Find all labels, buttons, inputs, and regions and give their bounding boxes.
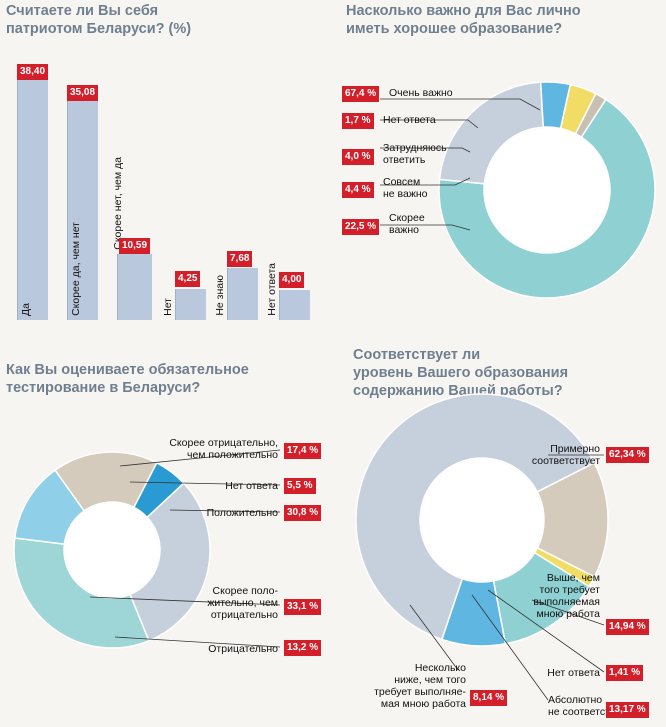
chart3-title-line1: Как Вы оцениваете обязательное <box>6 362 249 378</box>
chart1-title-line2: патриотом Беларуси? (%) <box>6 21 192 37</box>
chart4-hole <box>421 459 543 581</box>
c3-value-3: 13,2 % <box>284 640 322 656</box>
leader-line <box>129 481 281 486</box>
bar-2-value: 10,59 <box>119 238 151 254</box>
c2-value-4: 22,5 % <box>342 219 380 235</box>
c2-value-3: 4,4 % <box>342 182 374 198</box>
c4-label-0: Выше, чем того требует выполняемая мною … <box>520 572 600 620</box>
c2-label-0: Очень важно <box>389 87 453 99</box>
leader-line <box>380 98 541 111</box>
c4-label-3: Несколько ниже, чем того требует выполня… <box>360 662 466 710</box>
chart2-title-line2: иметь хорошее образование? <box>346 21 563 37</box>
c3-label-2: Положительно <box>206 507 278 519</box>
chart3-title-line2: тестирование в Беларуси? <box>6 380 201 396</box>
c2-label-3-line1: Совсем <box>383 176 421 188</box>
c3-label-0-line2: чем положительно <box>186 449 278 461</box>
c2-label-3-line2: не важно <box>383 188 428 200</box>
c4-label-3-line2: ниже, чем того <box>394 674 466 686</box>
c3-label-4-line2: жительно, чем <box>207 597 278 609</box>
c4-label-1: Нет ответа <box>547 667 600 679</box>
leader-line <box>380 147 471 153</box>
c4-label-3-line4: мая мною работа <box>380 698 466 710</box>
chart4-title-line2: уровень Вашего образования <box>353 365 569 381</box>
chart2-slice-0 <box>438 98 656 299</box>
c3-value-1: 5,5 % <box>284 478 316 494</box>
c4-value-4: 62,34 % <box>606 447 649 463</box>
leader-line <box>89 596 281 606</box>
bar-4-value: 7,68 <box>227 251 253 267</box>
bar-5-value: 4,00 <box>279 272 305 288</box>
c4-label-0-line4: мною работа <box>536 608 600 620</box>
chart1-title: Считаете ли Вы себя патриотом Беларуси? … <box>6 2 191 38</box>
leader-line <box>380 119 479 129</box>
chart4-slice-4 <box>355 393 596 641</box>
c2-label-2-line2: ответить <box>383 154 426 166</box>
leader-line <box>169 509 281 513</box>
leader-line <box>471 594 549 701</box>
bar-0-value: 38,40 <box>17 64 49 80</box>
bar-4: Не знаю <box>214 268 258 320</box>
leader-line <box>380 177 471 186</box>
leader-line <box>487 589 605 673</box>
c3-value-2: 30,8 % <box>284 505 322 521</box>
c2-value-1: 1,7 % <box>342 113 374 129</box>
c3-label-0: Скорее отрицательно, чем положительно <box>140 437 278 461</box>
c4-value-3: 8,14 % <box>470 690 508 706</box>
c3-label-3: Отрицательно <box>208 643 278 655</box>
leader-line <box>531 599 605 626</box>
c4-label-4-line1: Примерно <box>550 443 600 455</box>
c4-label-0-line1: Выше, чем <box>546 572 600 584</box>
chart2-hole <box>485 128 609 252</box>
bar-3: Нет <box>162 289 206 320</box>
c3-value-4: 33,1 % <box>284 599 322 615</box>
c2-label-3: Совсем не важно <box>383 176 428 200</box>
chart3-slice-4 <box>13 537 150 649</box>
c3-label-1: Нет ответа <box>225 480 278 492</box>
c4-label-3-line1: Несколько <box>414 662 466 674</box>
chart3-slice-1 <box>132 461 185 519</box>
chart3-hole <box>65 503 159 597</box>
leader-line <box>380 224 471 231</box>
c4-label-0-line2: того требует <box>539 584 600 596</box>
bar-2: Скорее нет, чем да <box>112 157 152 320</box>
c4-value-0: 14,94 % <box>606 619 649 635</box>
c2-label-2-line1: Затрудняюсь <box>383 142 447 154</box>
leader-line <box>119 449 281 467</box>
c4-label-4: Примерно соответствует <box>520 443 600 467</box>
c3-value-0: 17,4 % <box>284 443 322 459</box>
c4-label-3-line3: требует выполняе- <box>374 686 466 698</box>
chart2-title-line1: Насколько важно для Вас лично <box>346 3 581 19</box>
c4-value-1: 1,41 % <box>606 665 644 681</box>
c2-value-2: 4,0 % <box>342 149 374 165</box>
bar-1: Скорее да, чем нет <box>67 101 98 320</box>
chart2-slice-1 <box>574 92 607 139</box>
chart1-title-line1: Считаете ли Вы себя <box>6 3 159 19</box>
c2-label-4: Скорее важно <box>389 212 425 236</box>
c4-value-2: 13,17 % <box>606 702 649 718</box>
c4-label-4-line2: соответствует <box>531 455 600 467</box>
bar-5: Нет ответа <box>266 263 310 320</box>
chart3-title: Как Вы оцениваете обязательное тестирова… <box>6 361 249 397</box>
c2-label-1: Нет ответа <box>383 114 436 126</box>
c2-label-4-line2: важно <box>389 224 419 236</box>
c3-label-0-line1: Скорее отрицательно, <box>169 437 278 449</box>
c4-label-2-line1: Абсолютно <box>548 694 603 706</box>
c2-label-4-line1: Скорее <box>389 212 425 224</box>
c2-value-0: 67,4 % <box>342 86 380 102</box>
bar-1-value: 35,08 <box>67 85 99 101</box>
c4-label-0-line3: выполняемая <box>533 596 600 608</box>
chart4-title: Соответствует ли уровень Вашего образова… <box>353 346 568 400</box>
c3-label-4-line1: Скорее поло- <box>212 585 278 597</box>
leader-line <box>409 604 459 671</box>
leader-line <box>114 636 281 648</box>
bar-0: Да <box>17 80 48 320</box>
chart2-title: Насколько важно для Вас лично иметь хоро… <box>346 2 581 38</box>
c3-label-4: Скорее поло- жительно, чем отрицательно <box>170 585 278 621</box>
chart4-title-line3: содержанию Вашей работы? <box>353 383 563 399</box>
c3-label-4-line3: отрицательно <box>210 609 278 621</box>
c2-label-2: Затрудняюсь ответить <box>383 142 447 166</box>
chart4-title-line1: Соответствует ли <box>353 347 481 363</box>
bar-3-value: 4,25 <box>175 271 201 287</box>
